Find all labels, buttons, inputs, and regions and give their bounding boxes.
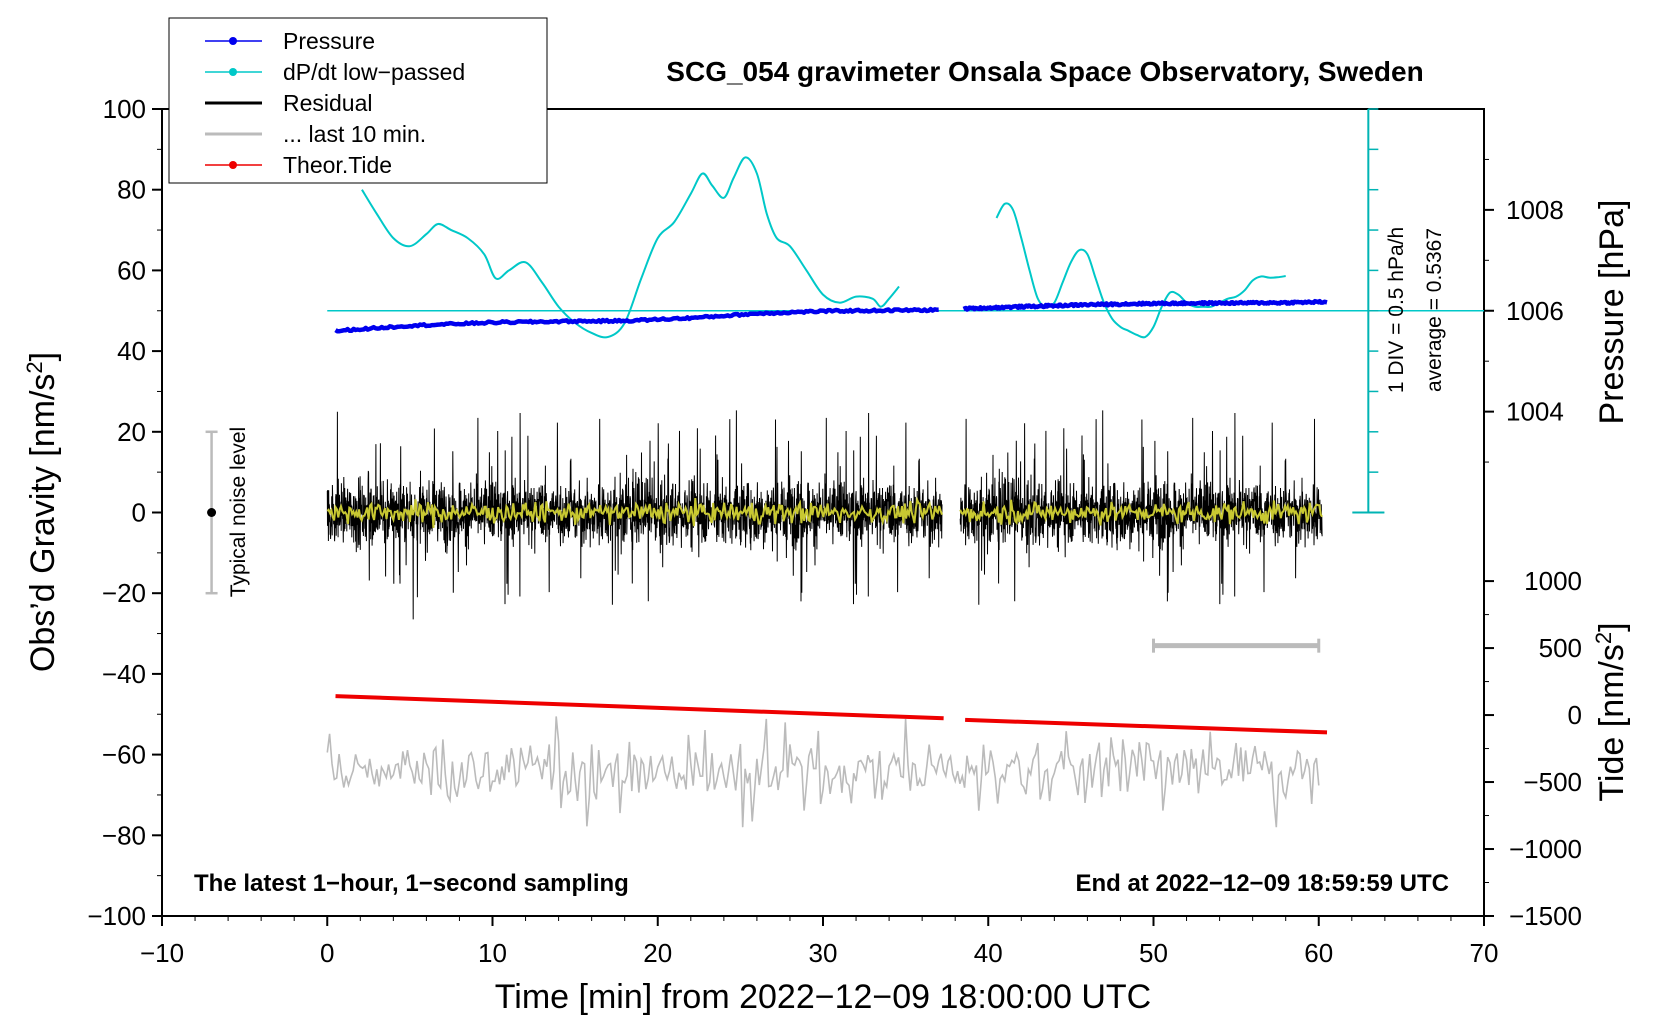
pressure-line: [334, 306, 939, 334]
legend: Pressure dP/dt low−passed Residual ... last…: [168, 17, 548, 184]
x-tick-label: 20: [643, 938, 672, 968]
legend-marker: [229, 68, 237, 76]
dpdt-scale-average-label: average = 0.5367: [1423, 228, 1446, 392]
x-tick-label: 10: [478, 938, 507, 968]
dpdt-scale-div-label: 1 DIV = 0.5 hPa/h: [1385, 227, 1408, 393]
y-axis-label-gravity: Obs’d Gravity [nm/s2]: [22, 352, 62, 672]
pressure-tick-label: 1004: [1506, 397, 1564, 427]
tide-tick-label: 500: [1539, 633, 1582, 663]
y-tick-label: −20: [102, 578, 146, 608]
overlay-layer: [205, 108, 1385, 653]
legend-marker: [229, 161, 237, 169]
legend-label: dP/dt low−passed: [283, 59, 465, 85]
y-tick-label: 0: [132, 498, 146, 528]
y-axis-label-pressure: Pressure [hPa]: [1593, 200, 1631, 425]
y-tick-label: 60: [117, 255, 146, 285]
x-tick-label: 70: [1470, 938, 1499, 968]
residual-line-segment-2: [959, 410, 1323, 605]
axis-ticks: −10 0 10 20 30 40 50 60 70100806040200−20−40−60−…: [87, 94, 1582, 968]
last-10-min-line: [326, 716, 1320, 828]
y-tick-label: −60: [102, 740, 146, 770]
y-tick-label: 80: [117, 175, 146, 205]
series-layer: [326, 156, 1484, 828]
y-tick-label: 20: [117, 417, 146, 447]
legend-box: [168, 17, 548, 184]
tide-tick-label: 0: [1568, 700, 1582, 730]
x-tick-label: 30: [809, 938, 838, 968]
legend-label: Residual: [283, 90, 373, 116]
residual-line: [326, 410, 943, 620]
tide-tick-label: −1000: [1509, 834, 1582, 864]
dpdt-line: [361, 156, 900, 339]
noise-level-center-dot: [207, 508, 217, 517]
tide-tick-label: −500: [1523, 767, 1582, 797]
x-tick-label: 0: [320, 938, 334, 968]
annotation-end-time: End at 2022−12−09 18:59:59 UTC: [1075, 870, 1449, 897]
tide-tick-label: −1500: [1509, 901, 1582, 931]
pressure-tick-label: 1006: [1506, 296, 1564, 326]
legend-label: Theor.Tide: [283, 152, 392, 178]
residual-smoothed-line-segment-2: [959, 499, 1323, 526]
noise-level-label: Typical noise level: [227, 427, 250, 597]
tide-tick-label: 1000: [1524, 566, 1582, 596]
x-tick-label: 60: [1304, 938, 1333, 968]
legend-marker: [229, 37, 237, 45]
tide-line: [335, 694, 944, 721]
x-tick-label: 50: [1139, 938, 1168, 968]
y-tick-label: −100: [87, 901, 146, 931]
annotation-sampling: The latest 1−hour, 1−second sampling: [194, 870, 629, 897]
y-axis-label-tide: Tide [nm/s2]: [1591, 622, 1631, 801]
y-tick-label: −80: [102, 820, 146, 850]
pressure-line-segment-2: [962, 298, 1329, 312]
legend-entries: Pressure dP/dt low−passed Residual ... last…: [205, 28, 465, 178]
pressure-tick-label: 1008: [1506, 195, 1564, 225]
x-axis-label: Time [min] from 2022−12−09 18:00:00 UTC: [495, 978, 1151, 1016]
x-tick-label: −10: [140, 938, 184, 968]
legend-label: ... last 10 min.: [283, 121, 426, 147]
y-tick-label: 40: [117, 336, 146, 366]
y-tick-label: −40: [102, 659, 146, 689]
legend-label: Pressure: [283, 28, 375, 54]
chart-title: SCG_054 gravimeter Onsala Space Observat…: [666, 56, 1423, 87]
residual-smoothed-line: [326, 496, 943, 528]
tide-line-segment-2: [965, 717, 1328, 735]
dpdt-line-segment-2: [995, 202, 1286, 339]
y-tick-label: 100: [103, 94, 146, 124]
x-tick-label: 40: [974, 938, 1003, 968]
